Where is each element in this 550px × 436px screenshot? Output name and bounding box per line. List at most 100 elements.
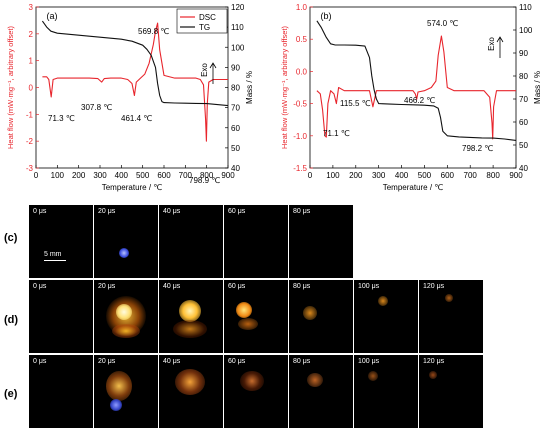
y-right-tick-label: 110 <box>231 23 244 32</box>
frame-time: 100 μs <box>358 358 380 365</box>
flame-core <box>116 304 132 320</box>
x-tick-label: 700 <box>464 171 478 180</box>
y-left-tick-label: 0 <box>29 84 34 93</box>
x-tick-label: 900 <box>221 171 235 180</box>
flame-ember <box>429 371 437 379</box>
x-tick-label: 800 <box>200 171 214 180</box>
x-tick-label: 900 <box>509 171 523 180</box>
peak-annotation: 71.3 ℃ <box>48 114 75 123</box>
frame-time: 40 μs <box>163 283 181 290</box>
x-tick-label: 400 <box>395 171 409 180</box>
y-left-tick-label: 3 <box>29 3 34 12</box>
frame-d-4: 80 μs <box>289 280 353 353</box>
y-right-axis-label: Mass / % <box>533 71 542 104</box>
y-right-tick-label: 40 <box>231 164 240 173</box>
row-label-e: (e) <box>4 388 18 400</box>
y-left-tick-label: -2 <box>26 137 34 146</box>
y-left-tick-label: -1.5 <box>293 164 307 173</box>
y-right-tick-label: 90 <box>231 63 240 72</box>
flame-core <box>240 371 264 391</box>
frame-time: 60 μs <box>228 208 246 215</box>
x-tick-label: 100 <box>326 171 340 180</box>
legend-box <box>176 8 228 34</box>
y-left-tick-label: 1 <box>29 57 34 66</box>
peak-annotation: 574.0 ℃ <box>427 19 458 28</box>
x-tick-label: 700 <box>179 171 193 180</box>
frame-e-3: 60 μs <box>224 355 288 428</box>
x-tick-label: 500 <box>418 171 432 180</box>
legend-entry: DSC <box>199 13 216 22</box>
frame-time: 100 μs <box>358 283 380 290</box>
y-right-tick-label: 50 <box>231 144 240 153</box>
frame-e-5: 100 μs <box>354 355 418 428</box>
x-axis-label: Temperature / ℃ <box>102 183 163 192</box>
frame-time: 60 μs <box>228 358 246 365</box>
peak-annotation: 307.8 ℃ <box>81 103 112 112</box>
y-right-tick-label: 70 <box>231 104 240 113</box>
y-right-tick-label: 60 <box>519 118 528 127</box>
x-tick-label: 800 <box>486 171 500 180</box>
flame-core <box>179 300 201 322</box>
frame-time: 20 μs <box>98 358 116 365</box>
tg-series-line <box>41 20 229 107</box>
x-tick-label: 500 <box>136 171 150 180</box>
frame-e-2: 40 μs <box>159 355 223 428</box>
x-tick-label: 100 <box>51 171 65 180</box>
panel-label: (b) <box>321 11 332 21</box>
frame-e-4: 80 μs <box>289 355 353 428</box>
x-tick-label: 400 <box>115 171 129 180</box>
frame-d-6: 120 μs <box>419 280 483 353</box>
panel-label: (a) <box>47 11 58 21</box>
frame-time: 60 μs <box>228 283 246 290</box>
frame-time: 120 μs <box>423 358 445 365</box>
flame-ember <box>378 296 388 306</box>
row-label-c: (c) <box>4 232 18 244</box>
peak-annotation: 798.2 ℃ <box>462 144 493 153</box>
peak-annotation: 71.1 ℃ <box>323 129 350 138</box>
y-right-tick-label: 90 <box>519 49 528 58</box>
x-axis-label: Temperature / ℃ <box>383 183 444 192</box>
frame-time: 120 μs <box>423 283 445 290</box>
flame-ember <box>368 371 378 381</box>
frame-time: 40 μs <box>163 358 181 365</box>
frame-c-2: 40 μs <box>159 205 223 278</box>
x-tick-label: 0 <box>34 171 39 180</box>
peak-annotation: 466.2 ℃ <box>404 96 435 105</box>
frame-e-0: 0 μs <box>29 355 93 428</box>
x-tick-label: 600 <box>157 171 171 180</box>
y-left-tick-label: -0.5 <box>293 100 307 109</box>
y-right-tick-label: 40 <box>519 164 528 173</box>
tg-series-line <box>316 20 517 141</box>
exo-label: Exo <box>487 37 496 51</box>
frame-time: 40 μs <box>163 208 181 215</box>
frame-time: 0 μs <box>33 358 47 365</box>
y-right-tick-label: 120 <box>231 3 245 12</box>
y-left-axis-label: Heat flow (mW·mg⁻¹, arbitrary offset) <box>280 25 289 149</box>
y-right-tick-label: 70 <box>519 95 528 104</box>
x-tick-label: 300 <box>93 171 107 180</box>
dsc-series-line <box>316 35 516 140</box>
x-tick-label: 200 <box>72 171 86 180</box>
frame-time: 0 μs <box>33 208 47 215</box>
flame-base <box>112 324 140 338</box>
y-left-tick-label: 1.0 <box>296 3 308 12</box>
blue-flash <box>110 399 122 411</box>
x-tick-label: 300 <box>372 171 386 180</box>
y-right-tick-label: 110 <box>519 3 532 12</box>
flame-ember <box>307 373 323 387</box>
frame-d-2: 40 μs <box>159 280 223 353</box>
y-right-tick-label: 60 <box>231 124 240 133</box>
legend-entry: TG <box>199 23 210 32</box>
frame-time: 0 μs <box>33 283 47 290</box>
frame-d-3: 60 μs <box>224 280 288 353</box>
frame-d-1: 20 μs <box>94 280 158 353</box>
flame-ember <box>303 306 317 320</box>
scale-bar <box>44 260 66 261</box>
y-right-tick-label: 50 <box>519 141 528 150</box>
frame-e-6: 120 μs <box>419 355 483 428</box>
x-tick-label: 600 <box>441 171 455 180</box>
peak-annotation: 798.9 ℃ <box>189 176 220 185</box>
frame-d-0: 0 μs <box>29 280 93 353</box>
frame-c-0: 0 μs 5 mm <box>29 205 93 278</box>
frame-c-1: 20 μs <box>94 205 158 278</box>
